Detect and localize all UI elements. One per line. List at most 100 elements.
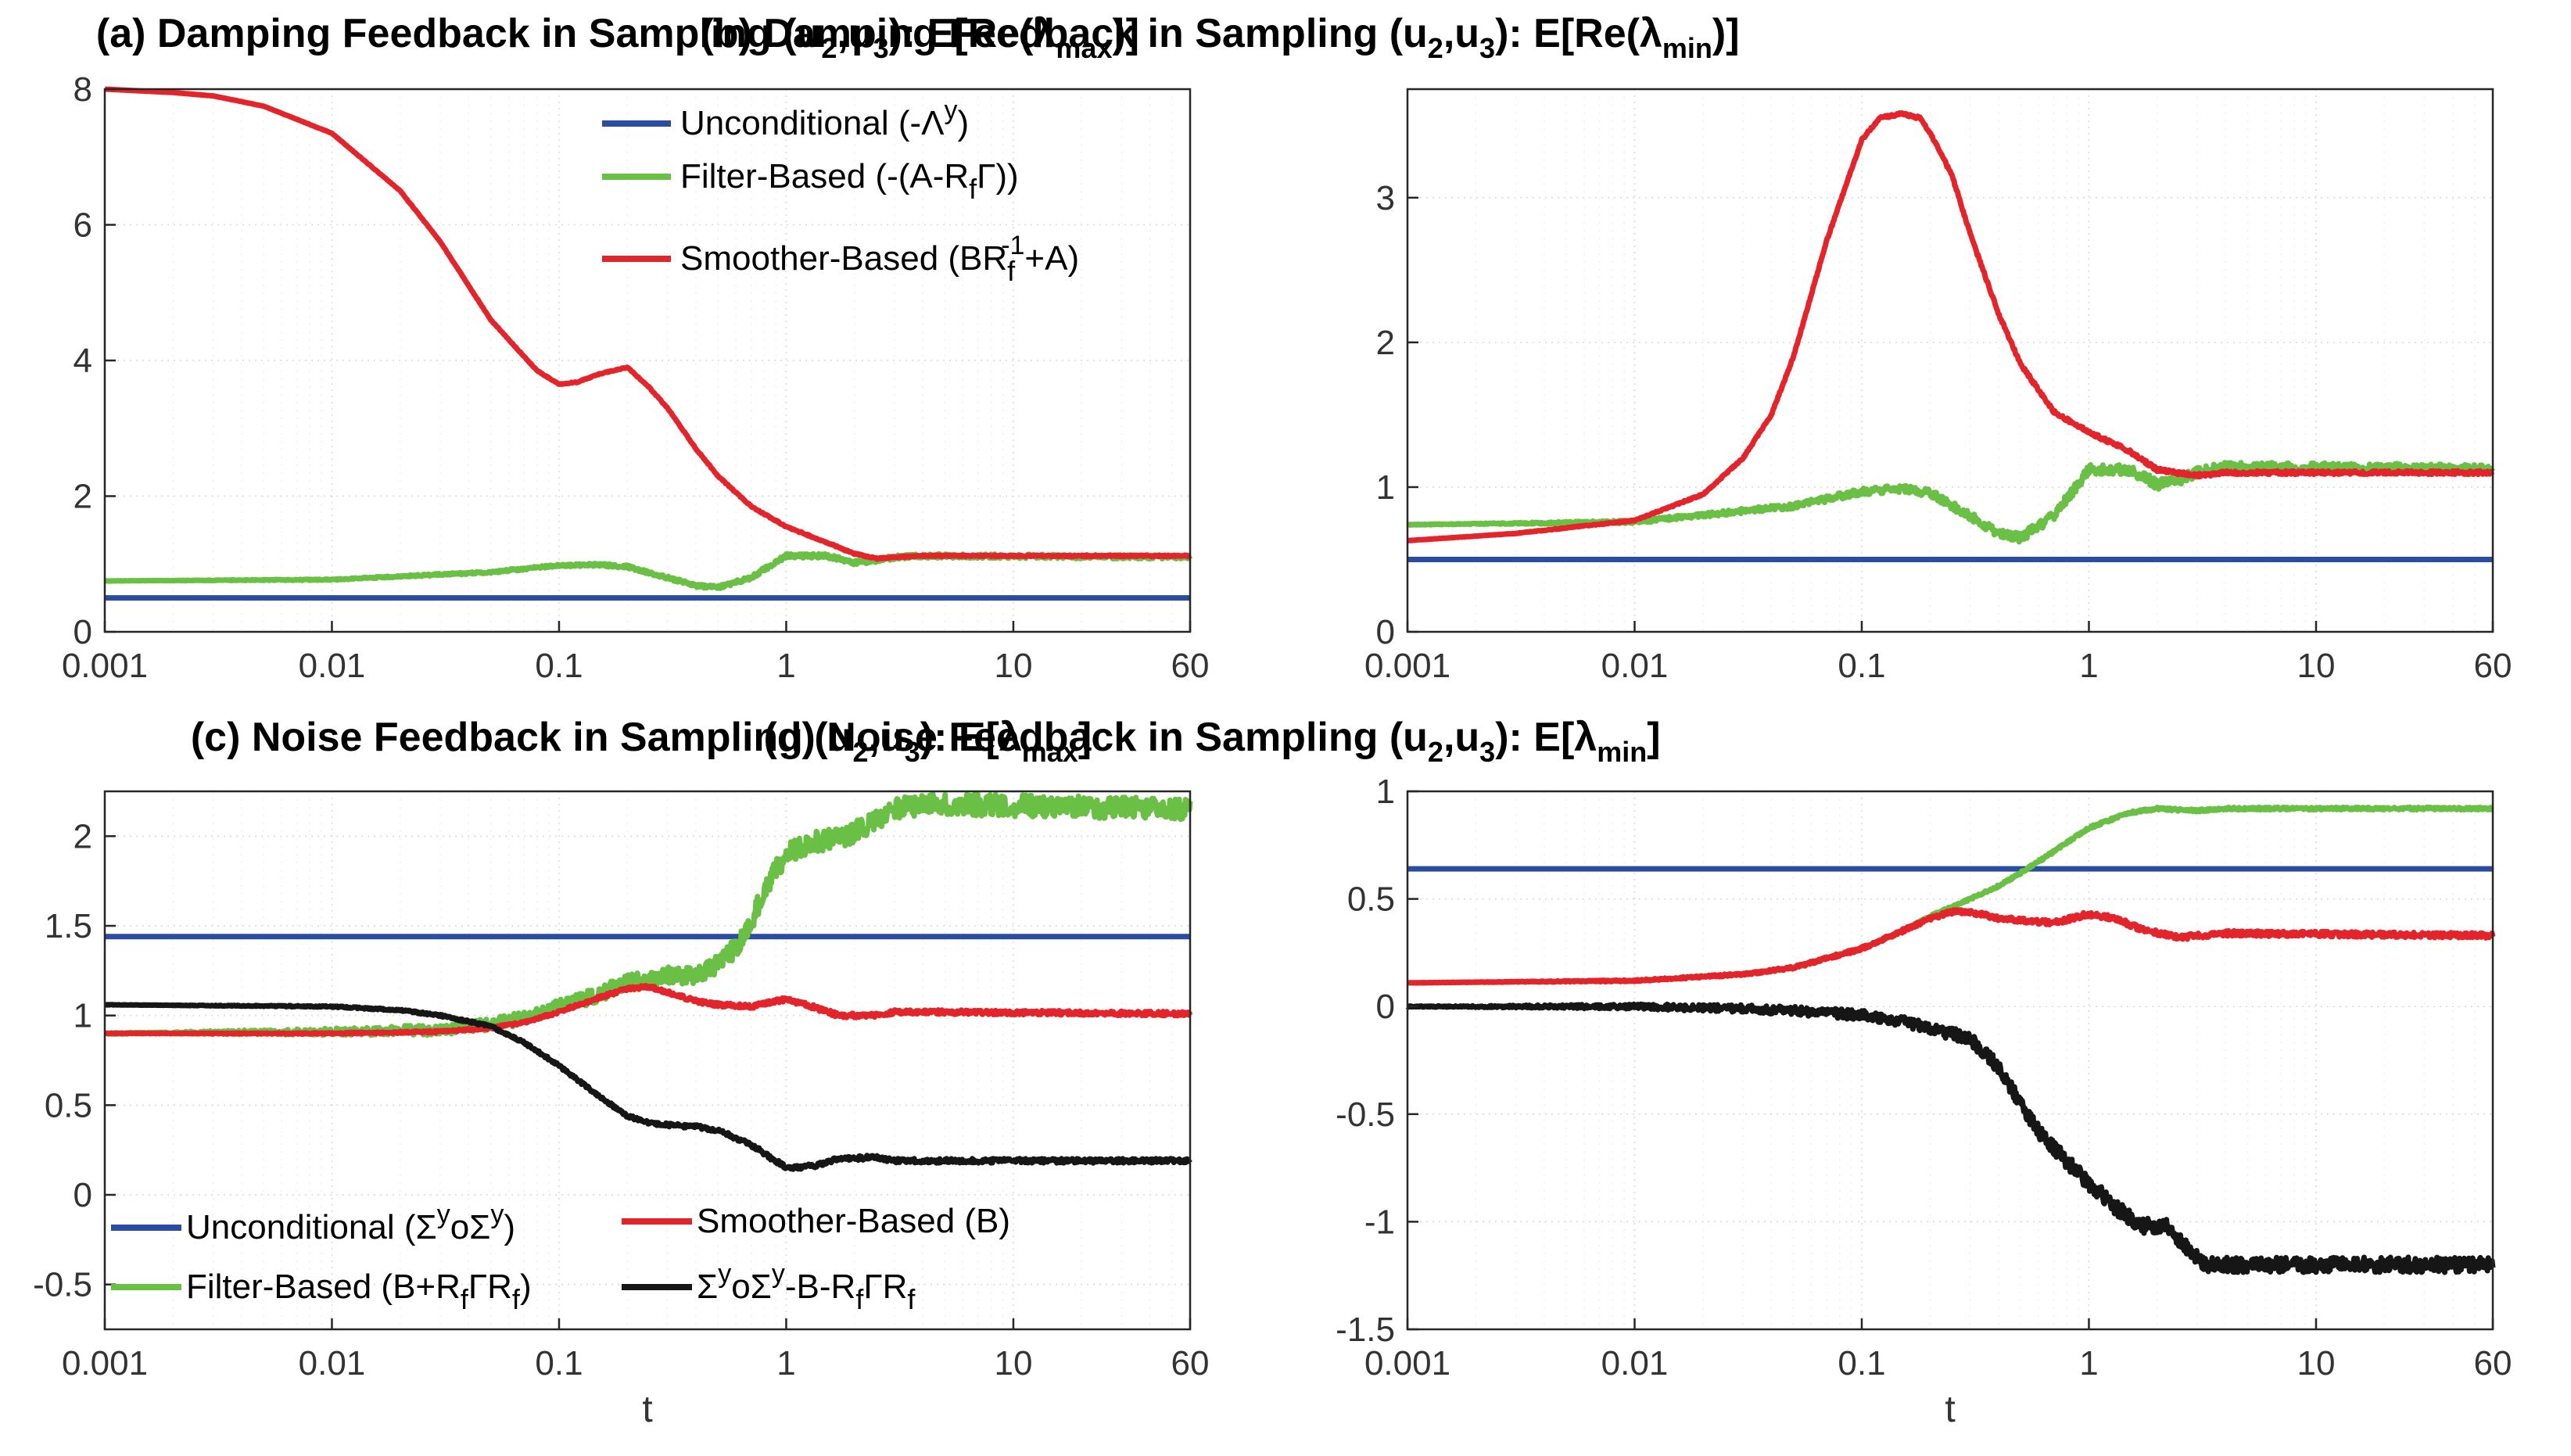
x-tick-label: 60 [1171,1344,1210,1382]
chart-title-part: (b) Damping Feedback in Sampling (u [700,11,1427,56]
chart-title: (a) Damping Feedback in Sampling (u2,u3)… [96,11,1139,64]
x-tick-label: 0.001 [62,1344,148,1382]
x-tick-label: 60 [2474,1344,2512,1382]
x-tick-label: 1 [776,1344,795,1382]
x-tick-label: 1 [2079,647,2098,685]
x-tick-label: 0.01 [299,647,366,685]
chart-title-part: )] [1112,11,1139,56]
legend-label: Smoother-Based (BRf-1+A) [680,231,1079,287]
chart-title-part: ): E[λ [920,715,1022,760]
legend-label-part: f [969,173,977,205]
chart-title-part: 3 [905,736,920,768]
chart-title-part: 2 [1428,32,1443,64]
y-tick-label: 8 [74,70,92,109]
y-tick-label: -1 [1364,1203,1395,1241]
y-tick-label: 2 [74,817,92,855]
series-line-black [1405,1001,2496,1275]
legend-label-part: f [855,1283,864,1315]
chart-title-part: 3 [1479,32,1495,64]
chart-title-part: ,u [1443,11,1479,56]
chart-title-part: (c) Noise Feedback in Sampling (u [191,715,853,760]
legend-label-part: Unconditional (Σ [186,1208,437,1246]
chart-title-part: ,u [1443,715,1479,760]
legend-label-part: y [945,95,958,125]
chart-title: (d) Noise Feedback in Sampling (u2,u3): … [763,715,1660,768]
chart-title-part: ] [1078,715,1092,760]
y-tick-label: 0 [1376,613,1395,651]
axes-frame [103,790,1192,1331]
x-tick-label: 10 [994,1344,1032,1382]
legend-label-part: Smoother-Based (B) [697,1202,1010,1240]
chart-title-part: 3 [1479,736,1495,768]
x-tick-label: 0.01 [299,1344,366,1382]
x-tick-label: 0.01 [1601,647,1669,685]
series-line-green [1405,804,2495,986]
chart-title-part: min [1662,32,1712,64]
chart-panel-a: 0.001 0.01 0.1 1 10 60 0 2 4 6 8(a) Damping Feedba… [62,11,1210,685]
x-tick-label: 0.001 [62,647,148,685]
x-axis-label: t [1945,1389,1955,1430]
chart-title-part: 2 [852,736,868,768]
x-tick-label: 60 [2474,647,2512,685]
chart-title-part: ): E[λ [1495,715,1597,760]
x-tick-label: 0.1 [1838,647,1885,685]
legend-label-part: ) [958,104,970,142]
legend-label-part: y [718,1259,731,1289]
y-tick-label: 3 [1376,179,1395,217]
y-tick-label: 1 [1376,773,1395,811]
y-tick-label: 2 [74,478,92,516]
axes-frame [1406,88,2494,633]
x-tick-label: 0.1 [535,1344,583,1382]
legend-label-part: y [490,1200,504,1229]
chart-title-part: ): E[Re(λ [889,11,1056,56]
legend-label-part: Γ)) [977,157,1019,195]
chart-title-part: 2 [821,32,837,64]
x-axis-label: t [642,1389,652,1430]
legend-label-part: f [907,1283,916,1315]
legend-label-part: f [512,1283,521,1315]
legend-label-part: -1 [1001,231,1024,260]
chart-title-part: max [1056,32,1112,64]
legend-label: Smoother-Based (B) [697,1202,1010,1240]
y-tick-label: -0.5 [33,1266,92,1304]
x-tick-label: 60 [1171,647,1210,685]
legend-label: Unconditional (-Λy) [680,95,969,142]
y-tick-label: 0 [1376,988,1395,1026]
legend-label-part: ΓR [863,1268,907,1306]
chart-title-part: min [1597,736,1647,768]
legend-label-part: Smoother-Based (BR [680,239,1007,278]
legend-label-part: +A) [1024,239,1079,278]
chart-title-part: (a) Damping Feedback in Sampling (u [96,11,821,56]
y-tick-label: 1 [1376,468,1395,507]
legend-label: ΣyoΣy-B-RfΓRf [697,1259,916,1315]
x-tick-label: 0.001 [1364,1344,1450,1382]
legend-label-part: ΓR [468,1268,512,1306]
chart-title-part: ): E[Re(λ [1495,11,1662,56]
chart-title: (c) Noise Feedback in Sampling (u2,u3): … [191,715,1092,768]
legend-label: Filter-Based (-(A-RfΓ)) [680,157,1019,205]
chart-title-part: max [1022,736,1078,768]
y-tick-label: 1 [74,997,92,1035]
x-tick-label: 10 [994,647,1032,685]
series-line-green [102,791,1193,1038]
legend-label-part: Filter-Based (B+R [186,1268,461,1306]
chart-title-part: 3 [873,32,889,64]
y-tick-label: 0 [74,1176,92,1214]
y-tick-label: 6 [74,206,92,245]
series-line-red [102,983,1193,1037]
series-line-green [102,550,1193,591]
y-tick-label: 0.5 [45,1086,92,1124]
y-tick-label: -1.5 [1336,1311,1395,1349]
y-tick-label: -0.5 [1336,1096,1395,1134]
chart-title-part: ,u [869,715,905,760]
y-tick-label: 1.5 [45,907,92,945]
legend-label-part: -B-R [785,1268,855,1306]
chart-title: (b) Damping Feedback in Sampling (u2,u3)… [700,11,1739,64]
x-tick-label: 0.01 [1601,1344,1669,1382]
legend-label-part: Σ [697,1268,718,1306]
chart-panel-c: 0.001 0.01 0.1 1 10 60 -0.5 0 0.5 1 1.5 2 t (c) Noise… [33,715,1209,1430]
chart-title-part: 2 [1428,736,1443,768]
legend-label-part: y [437,1200,450,1229]
chart-title-part: ,u [837,11,873,56]
